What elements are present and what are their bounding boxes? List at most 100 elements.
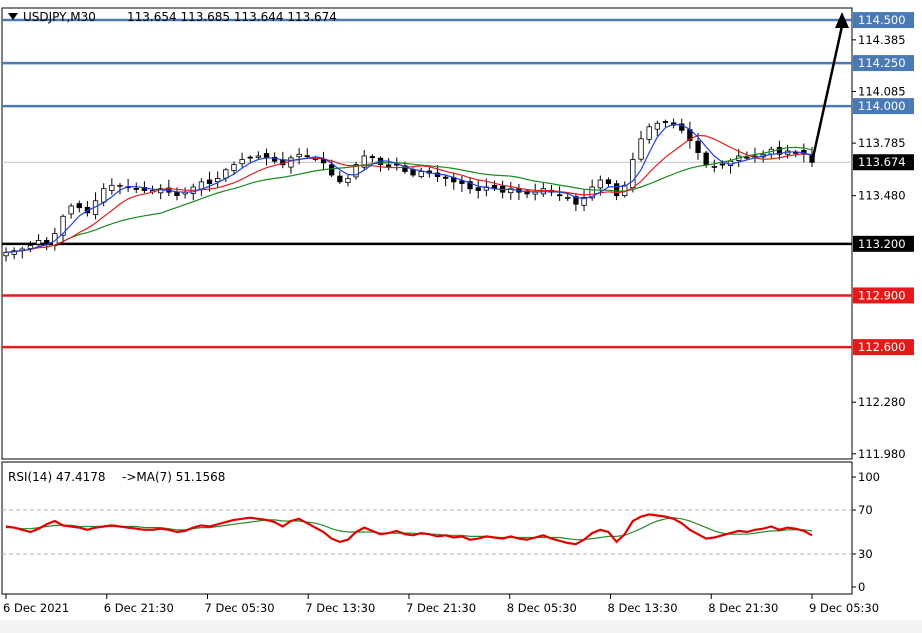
candle-body [328,164,335,176]
candle-body [654,122,660,130]
price-tick-label: 114.385 [858,33,906,47]
candle-body [60,215,66,236]
current-price-badge [853,154,914,171]
target-arrow-head [835,12,849,29]
candle-body [662,121,669,123]
candle-body [524,190,530,195]
time-tick-label: 8 Dec 21:30 [708,601,778,615]
time-tick-label: 8 Dec 05:30 [507,601,577,615]
level-badge [853,12,914,29]
price-tick-label: 113.480 [858,189,906,203]
candle-body [214,177,221,183]
candle-body [361,155,367,168]
candle-body [573,196,579,205]
status-strip [0,620,922,633]
time-tick-label: 7 Dec 13:30 [305,601,375,615]
candle-body [695,140,701,153]
price-tick-label: 114.085 [858,84,906,98]
rsi-tick-label: 0 [858,580,865,594]
ma-slow-line [5,146,813,253]
level-badge [853,55,914,72]
rsi-ma-label: ->MA(7) 51.1568 [122,470,225,484]
candle-body [557,194,563,197]
candle-body [198,181,205,190]
candle-body [239,159,245,165]
price-plot [2,12,852,349]
candle-body [288,157,294,168]
candle-body [223,169,229,179]
candle-body [744,156,750,159]
candle-body [27,245,34,249]
candle-body [459,180,465,184]
level-badge [853,235,914,252]
candle-body [304,155,310,158]
candle-body [255,155,262,158]
candle-body [703,152,709,166]
rsi-tick-label: 100 [858,470,880,484]
price-tick-label: 113.785 [858,136,906,150]
candle-body [231,164,237,171]
candle-body [646,126,652,140]
level-label: 114.250 [858,56,906,70]
candle-body [68,205,74,215]
level-badge [853,98,914,115]
candle-body [296,153,302,158]
level-label: 112.600 [858,340,906,354]
time-tick-label: 7 Dec 05:30 [205,601,275,615]
level-badge [853,287,914,304]
rsi-tick-label: 70 [858,503,873,517]
main-chart-frame [1,7,853,460]
candle-body [402,165,408,172]
candle-body [117,184,123,187]
level-label: 113.200 [858,237,906,251]
candle-body [44,239,50,245]
current-price-label: 113.674 [858,155,906,169]
candle-body [532,191,538,195]
price-tick-label: 111.980 [858,447,906,461]
candle-body [76,203,82,209]
ohlc-values: 113.654 113.685 113.644 113.674 [127,10,337,24]
candle-body [418,171,424,177]
candle-body [581,196,587,206]
candle-body [35,239,42,245]
candle-body [589,186,595,199]
candle-body [101,188,107,203]
candle-body [793,152,799,155]
time-tick-label: 6 Dec 2021 [3,601,69,615]
candle-body [719,163,726,166]
dropdown-triangle-icon[interactable] [8,13,18,20]
candle-body [263,153,270,159]
time-tick-label: 7 Dec 21:30 [406,601,476,615]
candle-body [174,192,180,196]
candle-body [247,156,253,159]
candle-body [133,187,139,190]
candle-body [776,147,783,155]
rsi-tick-label: 30 [858,547,873,561]
candle-body [410,169,416,176]
symbol-label: USDJPY,M30 [23,10,96,24]
level-label: 112.900 [858,288,906,302]
candle-body [353,164,359,178]
candle-body [467,181,473,190]
candle-body [711,165,717,168]
price-tick-label: 112.280 [858,395,906,409]
candle-body [442,176,449,179]
candle-body [3,251,9,257]
level-badge [853,339,914,356]
candle-body [475,187,481,191]
rsi-label: RSI(14) 47.4178 [8,470,106,484]
ma-mid-line [5,134,813,253]
candle-body [11,250,17,255]
candle-body [605,179,612,185]
time-axis: 6 Dec 2021 6 Dec 21:30 7 Dec 05:30 7 Dec 13… [3,594,879,615]
candle-body [109,184,115,191]
candle-body [638,138,644,160]
rsi-plot: 100 70 30 0 [2,470,880,594]
candle-body [337,175,343,183]
candle-body [206,179,213,184]
price-axis: 114.385 114.085 113.785 113.480 112.280 111.9… [852,12,914,461]
candle-body [385,164,392,167]
rsi-ma-line [6,517,813,541]
level-label: 114.500 [858,13,906,27]
